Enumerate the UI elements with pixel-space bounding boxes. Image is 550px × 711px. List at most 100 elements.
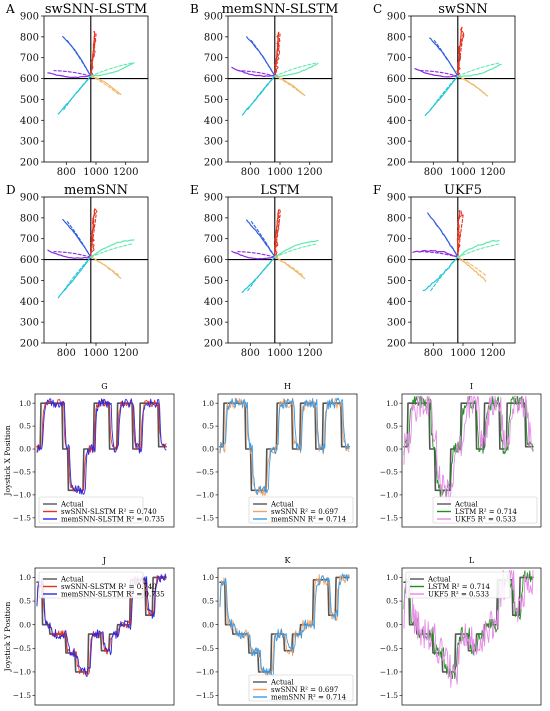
axes-frame (34, 567, 175, 706)
predicted-trajectory-line (274, 75, 306, 97)
predicted-trajectory-line (90, 256, 122, 279)
x-tick-label: 1000 (83, 167, 108, 178)
y-tick-label: 300 (387, 318, 406, 329)
y-tick-label: 600 (20, 255, 39, 266)
y-tick-label: 900 (20, 12, 39, 23)
y-tick-label: −1.5 (196, 513, 214, 522)
predicted-trajectory-line (412, 249, 459, 258)
axes-frame (227, 15, 333, 163)
panel-title: LSTM (260, 183, 300, 198)
predicted-trajectory-line (90, 62, 135, 77)
predicted-trajectory-line (90, 31, 97, 77)
panel-title: UKF5 (444, 183, 482, 198)
y-tick-label: 0.0 (386, 445, 398, 454)
actual-series-line (36, 576, 167, 673)
predicted-trajectory-line (457, 255, 487, 283)
y-tick-label: 800 (204, 213, 223, 224)
panel-title: memSNN (64, 183, 128, 198)
target-trajectory-line (420, 251, 459, 258)
y-tick-label: 400 (204, 297, 223, 308)
panel-letter: J (102, 556, 106, 565)
legend-entry: memSNN R² = 0.714 (271, 515, 347, 523)
target-trajectory-line (274, 62, 317, 77)
panel-letter: H (284, 382, 291, 391)
y-tick-label: 600 (204, 255, 223, 266)
y-tick-label: 0.0 (19, 445, 31, 454)
y-tick-label: 600 (387, 255, 406, 266)
legend-entry: Actual (270, 678, 294, 686)
y-tick-label: 1.0 (202, 573, 214, 582)
y-tick-label: 700 (20, 53, 39, 64)
x-tick-label: 1000 (450, 348, 475, 359)
predicted-trajectory-line (246, 36, 276, 77)
x-tick-label: 800 (57, 167, 76, 178)
legend-entry: swSNN-SLSTM R² = 0.740 (61, 508, 157, 516)
legend-entry: swSNN R² = 0.697 (271, 508, 338, 516)
axes-frame (217, 393, 358, 528)
x-tick-label: 800 (241, 348, 260, 359)
panel-letter: B (190, 2, 199, 16)
axes-frame (401, 393, 542, 528)
target-trajectory-line (457, 214, 464, 258)
y-tick-label: 0.5 (19, 597, 31, 606)
trajectory-panel-d: 200 300 400 500 600 700 800 900 800 1000 1200 D memS… (6, 183, 149, 359)
legend-box (38, 496, 144, 524)
legend-entry: Actual (270, 500, 294, 508)
y-tick-label: −1.0 (196, 490, 214, 499)
actual-series-line (403, 402, 534, 492)
y-tick-label: 400 (20, 116, 39, 127)
panel-letter: D (6, 183, 16, 197)
legend-box (248, 674, 354, 702)
predicted-trajectory-line (456, 210, 463, 258)
x-tick-label: 1200 (113, 167, 138, 178)
target-trajectory-line (53, 251, 92, 258)
y-tick-label: 0.5 (386, 422, 398, 431)
panel-letter: C (373, 2, 382, 16)
panel-letter: K (285, 556, 292, 565)
x-tick-label: 1000 (83, 348, 108, 359)
y-tick-label: 200 (20, 339, 39, 350)
target-trajectory-line (53, 70, 92, 77)
panel-letter: G (101, 382, 107, 391)
predicted-trajectory-line (414, 68, 459, 78)
target-trajectory-line (237, 70, 276, 77)
y-tick-label: 200 (387, 158, 406, 169)
target-trajectory-line (457, 62, 500, 77)
predicted-trajectory-line (231, 250, 276, 260)
predicted-trajectory-line (274, 62, 319, 77)
target-trajectory-line (429, 256, 459, 292)
predicted-trajectory-line (456, 26, 465, 77)
legend-entry: memSNN-SLSTM R² = 0.735 (61, 515, 165, 523)
panel-title: swSNN-SLSTM (45, 2, 147, 17)
target-trajectory-line (62, 256, 92, 292)
predicted-trajectory-line (422, 255, 459, 292)
target-trajectory-line (457, 256, 488, 277)
predicted-trajectory-line (246, 219, 276, 258)
predicted-trajectory-line (57, 75, 92, 115)
x-tick-label: 1200 (297, 167, 322, 178)
prediction-series-line (219, 397, 350, 496)
predicted-trajectory-line (274, 31, 281, 77)
y-tick-label: 600 (387, 74, 406, 85)
actual-series-line (36, 402, 167, 492)
trajectory-panel-e: 200 300 400 500 600 700 800 900 800 1000 1200 E LSTM (190, 183, 333, 359)
y-tick-label: −1.0 (13, 490, 31, 499)
y-tick-label: 0.5 (202, 422, 214, 431)
prediction-series-line (36, 575, 167, 675)
y-tick-label: 1.0 (386, 573, 398, 582)
axes-frame (401, 567, 542, 706)
x-tick-label: 800 (241, 167, 260, 178)
y-tick-label: −0.5 (13, 468, 31, 477)
y-tick-label: 0.0 (386, 620, 398, 629)
y-tick-label: 400 (20, 297, 39, 308)
y-tick-label: 300 (20, 318, 39, 329)
y-tick-label: 900 (20, 193, 39, 204)
y-tick-label: −1.5 (380, 691, 398, 700)
